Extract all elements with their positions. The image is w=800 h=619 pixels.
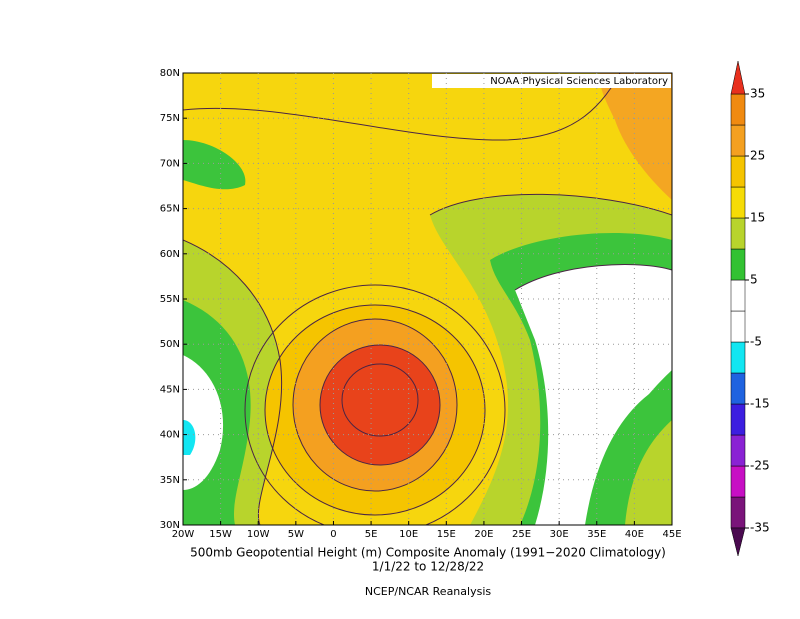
colorbar-label: 5 [750, 273, 758, 287]
x-tick-label: 40E [625, 529, 644, 540]
map-title: 500mb Geopotential Height (m) Composite … [190, 546, 666, 560]
source-box [432, 74, 671, 88]
colorbar-band [730, 155, 746, 188]
x-tick-label: 0 [330, 529, 336, 540]
colorbar-label: 35 [750, 87, 765, 101]
x-tick-label: 15E [437, 529, 456, 540]
colorbar-band [730, 372, 746, 405]
colorbar-band [730, 248, 746, 281]
colorbar-band [730, 124, 746, 157]
x-tick-label: 15W [209, 529, 232, 540]
date-range: 1/1/22 to 12/28/22 [372, 560, 484, 574]
colorbar-label: 15 [750, 211, 765, 225]
y-tick-label: 50N [160, 339, 180, 350]
y-tick-label: 30N [160, 520, 180, 531]
colorbar-band [730, 279, 746, 312]
x-tick-label: 10E [399, 529, 418, 540]
colorbar-label: -35 [750, 521, 770, 535]
y-tick-label: 55N [160, 294, 180, 305]
x-tick-label: 20E [474, 529, 493, 540]
colorbar-extend-low [730, 527, 746, 557]
colorbar-extend-high [730, 60, 746, 95]
source-label: NOAA Physical Sciences Laboratory [490, 76, 668, 87]
colorbar-band [730, 93, 746, 126]
y-tick-label: 45N [160, 384, 180, 395]
colorbar-label: 25 [750, 149, 765, 163]
colorbar-band [730, 186, 746, 219]
colorbar-label: -5 [750, 335, 762, 349]
colorbar-band [730, 496, 746, 529]
anomaly-field [183, 73, 672, 525]
colorbar-band [730, 434, 746, 467]
colorbar-band [730, 465, 746, 498]
colorbar-band [730, 310, 746, 343]
x-tick-label: 45E [662, 529, 681, 540]
colorbar-band [730, 403, 746, 436]
y-tick-label: 65N [160, 204, 180, 215]
y-tick-label: 60N [160, 249, 180, 260]
y-tick-label: 35N [160, 475, 180, 486]
colorbar-band [730, 341, 746, 374]
x-tick-label: 30E [550, 529, 569, 540]
y-tick-label: 40N [160, 430, 180, 441]
colorbar-band [730, 217, 746, 250]
x-tick-label: 5W [288, 529, 304, 540]
x-tick-label: 20W [172, 529, 195, 540]
colorbar-label: -15 [750, 397, 770, 411]
y-tick-label: 75N [160, 113, 180, 124]
y-tick-label: 70N [160, 158, 180, 169]
x-tick-label: 25E [512, 529, 531, 540]
x-tick-label: 5E [365, 529, 378, 540]
x-tick-label: 35E [587, 529, 606, 540]
colorbar-label: -25 [750, 459, 770, 473]
x-tick-label: 10W [247, 529, 270, 540]
footer: NCEP/NCAR Reanalysis [365, 585, 491, 598]
y-tick-label: 80N [160, 68, 180, 79]
